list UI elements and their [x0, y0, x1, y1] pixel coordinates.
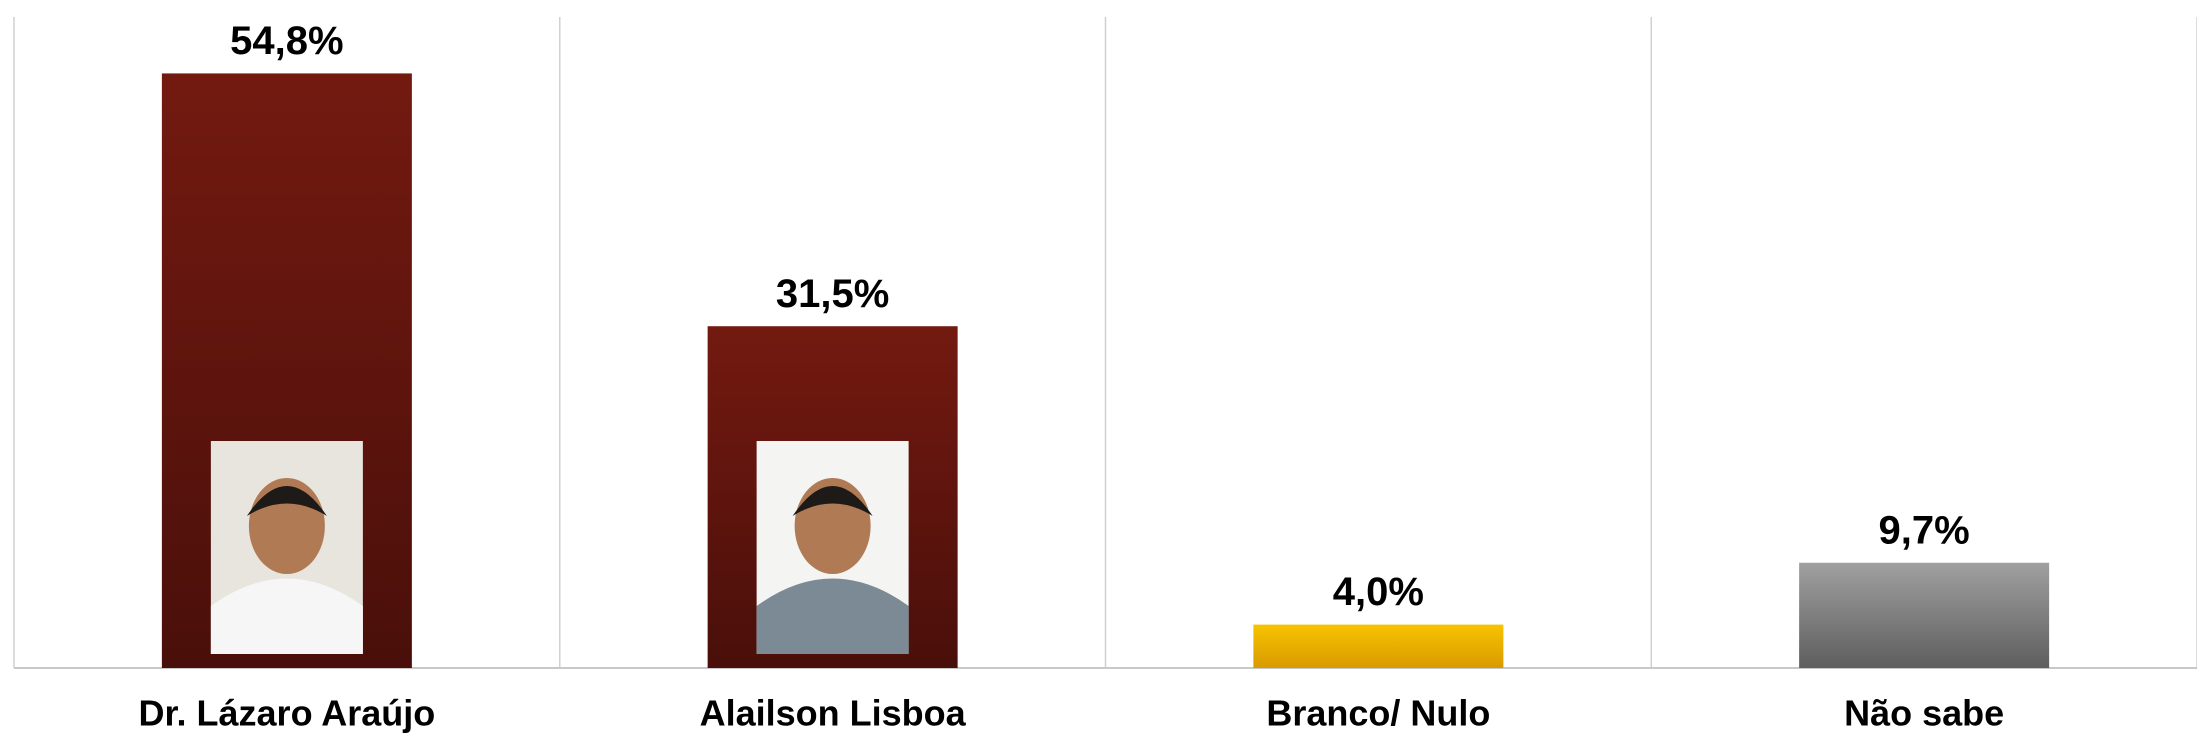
photo-body	[756, 578, 909, 654]
x-tick-label: Branco/ Nulo	[1266, 693, 1490, 734]
x-tick-label: Alailson Lisboa	[700, 693, 967, 734]
x-tick-label: Não sabe	[1844, 693, 2004, 734]
value-label: 9,7%	[1879, 508, 1970, 552]
x-tick-label: Dr. Lázaro Araújo	[139, 693, 436, 734]
photo-body	[210, 578, 363, 654]
value-label: 54,8%	[230, 19, 343, 63]
candidate-photo	[210, 441, 363, 654]
bar	[1799, 562, 2050, 668]
photo-hair	[246, 486, 327, 516]
value-label: 31,5%	[776, 272, 889, 316]
candidate-photo	[756, 441, 909, 654]
bar	[1253, 624, 1504, 668]
value-label: 4,0%	[1333, 570, 1424, 614]
photo-hair	[792, 486, 873, 516]
